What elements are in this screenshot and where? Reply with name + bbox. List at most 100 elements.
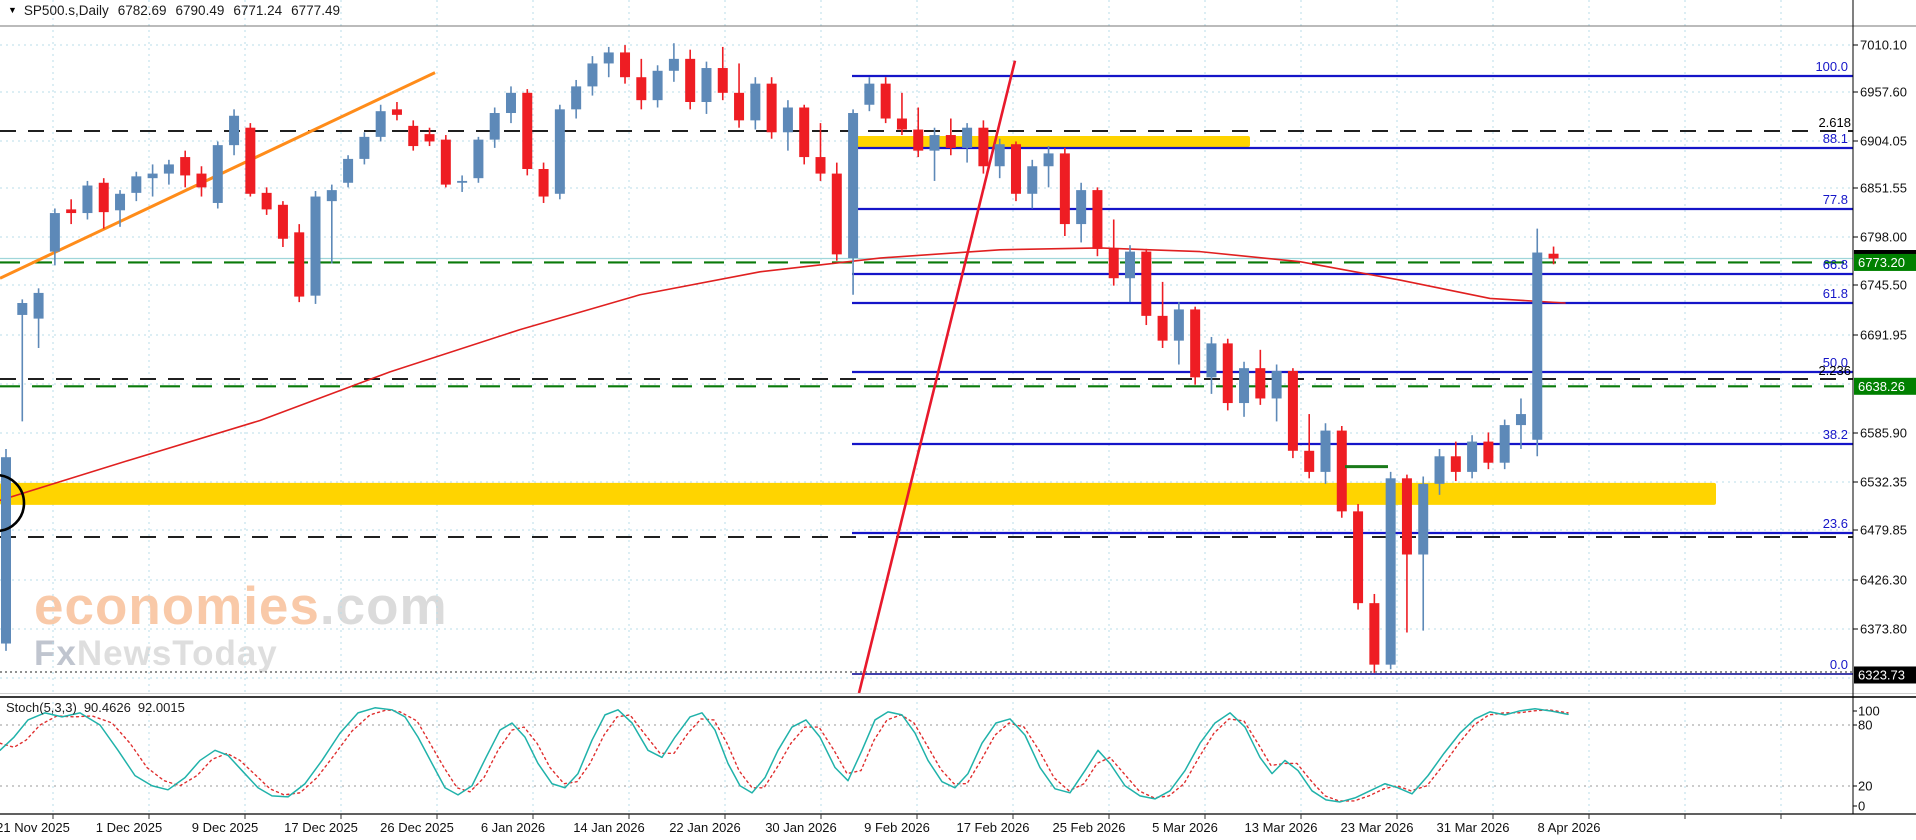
stoch-axis-label: 20 xyxy=(1858,779,1872,794)
candle-body xyxy=(245,127,256,194)
candle-body xyxy=(929,135,940,151)
candle-body xyxy=(896,118,907,130)
price-axis-label: 6426.30 xyxy=(1860,573,1907,588)
stoch-axis-label: 0 xyxy=(1858,799,1865,814)
candle-body xyxy=(1010,144,1021,194)
candle-body xyxy=(1499,425,1510,463)
candle-body xyxy=(1043,153,1054,167)
watermark-fxnewstoday-logo: FxNewsToday xyxy=(34,636,448,672)
symbol-dropdown-arrow-icon[interactable]: ▼ xyxy=(8,5,17,15)
date-axis-label: 26 Dec 2025 xyxy=(380,820,454,835)
date-axis-label: 17 Feb 2026 xyxy=(956,820,1029,835)
candle-body xyxy=(848,113,859,259)
price-axis-label: 6745.50 xyxy=(1860,278,1907,293)
candle-body xyxy=(229,115,240,146)
stoch-name-label: Stoch(5,3,3) xyxy=(6,700,77,715)
candle-body xyxy=(212,145,223,203)
candle-body xyxy=(277,204,288,239)
candle-body xyxy=(1027,166,1038,194)
candle-body xyxy=(147,173,158,179)
watermark-economies-logo: economies.com xyxy=(34,577,448,636)
date-axis-label: 1 Dec 2025 xyxy=(96,820,163,835)
candle-body xyxy=(652,70,663,101)
candle-body xyxy=(945,135,956,148)
candle-body xyxy=(1515,414,1526,426)
candle-body xyxy=(880,83,891,119)
candle-body xyxy=(1157,315,1168,341)
fib-level-label: 100.0 xyxy=(1815,59,1848,74)
date-axis-label: 23 Mar 2026 xyxy=(1341,820,1414,835)
price-axis-label: 6957.60 xyxy=(1860,85,1907,100)
date-axis-label: 14 Jan 2026 xyxy=(573,820,645,835)
candle-body xyxy=(98,182,109,213)
candle-body xyxy=(49,213,60,252)
candle-body xyxy=(717,68,728,93)
candle-body xyxy=(408,125,419,147)
ohlc-open-value: 6782.69 xyxy=(117,3,167,18)
fib-level-label: 77.8 xyxy=(1823,192,1848,207)
candle-body xyxy=(962,127,973,148)
candle-body xyxy=(864,83,875,105)
candle-body xyxy=(1418,483,1429,555)
watermark-economies-text: economies xyxy=(34,577,320,636)
candle-body xyxy=(1548,253,1559,259)
stoch-main-value: 90.4626 xyxy=(83,700,131,715)
price-axis-label: 6851.55 xyxy=(1860,181,1907,196)
chart-title-bar: ▼ SP500.s,Daily 6782.69 6790.49 6771.24 6777.… xyxy=(8,3,340,18)
candle-body xyxy=(1125,251,1136,279)
candle-body xyxy=(1450,456,1461,472)
candle-body xyxy=(440,139,451,185)
ohlc-high-value: 6790.49 xyxy=(175,3,225,18)
candle-body xyxy=(1532,252,1543,440)
fib-level-label: 0.0 xyxy=(1830,657,1848,672)
candle-body xyxy=(1141,251,1152,316)
candle-body xyxy=(1336,430,1347,512)
fib-level-label: 50.0 xyxy=(1823,355,1848,370)
price-axis-label: 6798.00 xyxy=(1860,230,1907,245)
candle-body xyxy=(1287,370,1298,451)
price-badge-value: 6638.26 xyxy=(1858,379,1905,394)
stochastic-pane xyxy=(0,707,1569,803)
candle-body xyxy=(815,157,826,174)
date-axis: 21 Nov 2025 1 Dec 2025 9 Dec 2025 17 Dec 20… xyxy=(0,814,1782,835)
date-axis-label: 30 Jan 2026 xyxy=(765,820,837,835)
candle-body xyxy=(636,77,647,101)
candle-body xyxy=(17,303,28,315)
symbol-timeframe-label: SP500.s,Daily xyxy=(23,3,109,18)
candle-body xyxy=(261,192,272,210)
candle-body xyxy=(1,457,11,644)
candle-body xyxy=(701,68,712,102)
candle-body xyxy=(1239,368,1250,404)
candle-body xyxy=(1271,370,1282,399)
candle-body xyxy=(505,92,516,114)
candlesticks xyxy=(1,43,1559,673)
candle-body xyxy=(457,180,468,183)
candle-body xyxy=(734,92,745,121)
black-level-label: 2.618 xyxy=(1818,115,1851,130)
moving-average-line xyxy=(0,247,1566,502)
candle-body xyxy=(180,157,191,176)
candle-body xyxy=(1483,441,1494,463)
candle-body xyxy=(1369,603,1380,665)
candle-body xyxy=(554,109,565,194)
fib-level-label: 61.8 xyxy=(1823,286,1848,301)
candle-body xyxy=(799,107,810,158)
candle-body xyxy=(1320,430,1331,472)
date-axis-label: 25 Feb 2026 xyxy=(1052,820,1125,835)
stoch-axis-label: 80 xyxy=(1858,718,1872,733)
price-axis: 7010.10 6957.60 6904.05 6851.55 6798.00 6745.… xyxy=(1853,38,1916,814)
red-trendline xyxy=(857,60,1017,694)
date-axis-label: 31 Mar 2026 xyxy=(1437,820,1510,835)
price-axis-label: 6479.85 xyxy=(1860,523,1907,538)
candle-body xyxy=(294,232,305,297)
candle-body xyxy=(782,107,793,133)
candle-body xyxy=(163,164,174,174)
stoch-main-line xyxy=(0,707,1569,803)
candle-body xyxy=(1222,343,1233,404)
candle-body xyxy=(620,52,631,78)
date-axis-label: 6 Jan 2026 xyxy=(481,820,545,835)
date-axis-label: 9 Feb 2026 xyxy=(864,820,930,835)
candle-body xyxy=(766,83,777,133)
